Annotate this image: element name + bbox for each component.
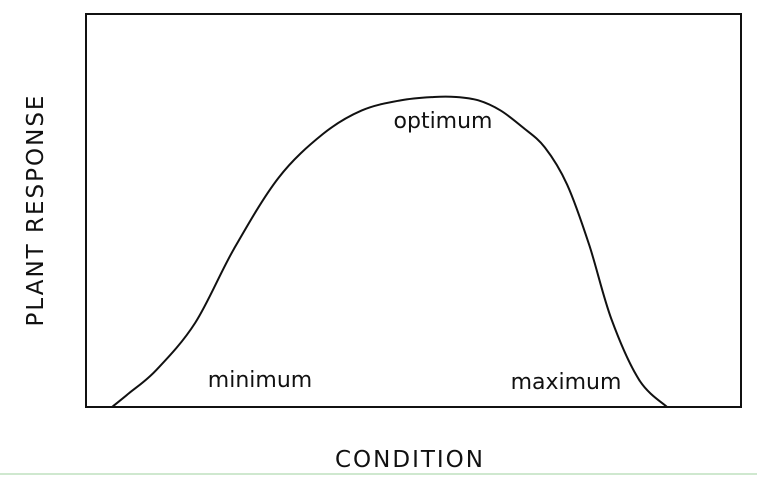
annotation-maximum: maximum bbox=[511, 370, 622, 395]
curve-layer bbox=[111, 95, 668, 408]
plot-frame bbox=[85, 13, 742, 408]
plant-response-curve bbox=[111, 95, 668, 408]
y-axis-label: PLANT RESPONSE bbox=[23, 94, 49, 327]
annotation-optimum: optimum bbox=[394, 109, 493, 134]
annotation-minimum: minimum bbox=[208, 368, 312, 393]
bottom-divider-line bbox=[0, 473, 757, 475]
x-axis-label: CONDITION bbox=[335, 447, 485, 473]
